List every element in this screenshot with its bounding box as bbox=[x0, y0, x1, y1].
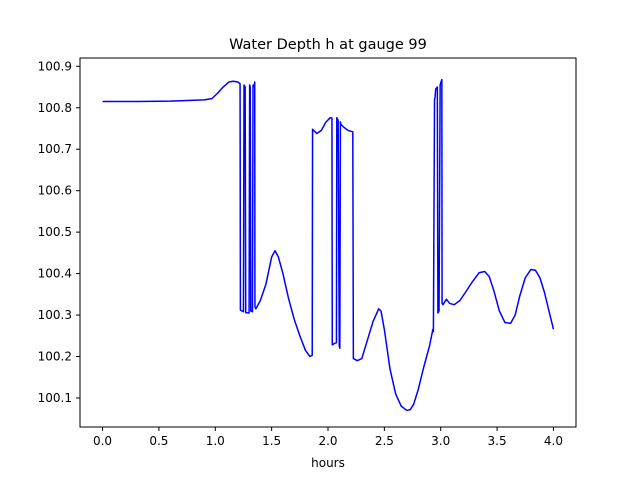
y-tick-label: 100.9 bbox=[38, 59, 72, 73]
y-tick-label: 100.4 bbox=[38, 267, 72, 281]
x-tick-label: 3.0 bbox=[431, 434, 450, 448]
y-tick-label: 100.2 bbox=[38, 350, 72, 364]
x-tick-label: 3.5 bbox=[488, 434, 507, 448]
y-tick-label: 100.3 bbox=[38, 308, 72, 322]
y-tick-label: 100.5 bbox=[38, 225, 72, 239]
x-tick-label: 0.0 bbox=[93, 434, 112, 448]
x-axis: 0.0 0.5 1.0 1.5 2.0 2.5 3.0 3.5 4.0 bbox=[93, 427, 563, 448]
series-line bbox=[102, 78, 555, 412]
y-axis: 100.1 100.2 100.3 100.4 100.5 100.6 100.7 100.8… bbox=[38, 59, 80, 405]
chart-title: Water Depth h at gauge 99 bbox=[229, 37, 427, 53]
x-tick-label: 2.0 bbox=[318, 434, 337, 448]
y-tick-label: 100.6 bbox=[38, 184, 72, 198]
x-tick-label: 1.5 bbox=[262, 434, 281, 448]
y-tick-label: 100.7 bbox=[38, 142, 72, 156]
x-tick-label: 4.0 bbox=[544, 434, 563, 448]
x-tick-label: 1.0 bbox=[206, 434, 225, 448]
x-tick-label: 2.5 bbox=[375, 434, 394, 448]
y-tick-label: 100.8 bbox=[38, 101, 72, 115]
y-tick-label: 100.1 bbox=[38, 391, 72, 405]
x-tick-label: 0.5 bbox=[149, 434, 168, 448]
x-axis-label: hours bbox=[311, 456, 345, 470]
